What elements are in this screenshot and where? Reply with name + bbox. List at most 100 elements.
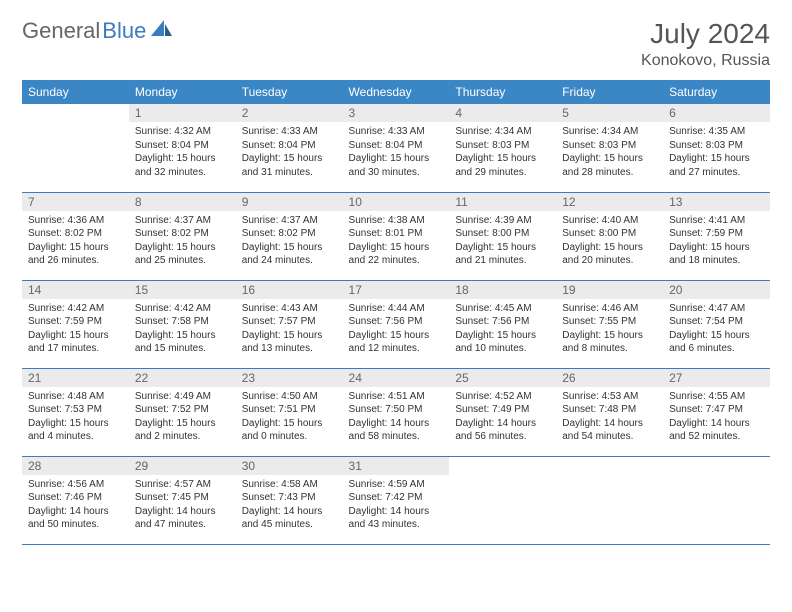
weekday-header: Tuesday — [236, 80, 343, 104]
calendar-cell: 19Sunrise: 4:46 AMSunset: 7:55 PMDayligh… — [556, 280, 663, 368]
calendar-cell: 6Sunrise: 4:35 AMSunset: 8:03 PMDaylight… — [663, 104, 770, 192]
calendar-cell: 31Sunrise: 4:59 AMSunset: 7:42 PMDayligh… — [343, 456, 450, 544]
day-detail-line: Sunrise: 4:37 AM — [135, 214, 230, 228]
day-detail-line: Daylight: 15 hours — [349, 152, 444, 166]
weekday-header: Thursday — [449, 80, 556, 104]
day-detail-line: Daylight: 15 hours — [669, 241, 764, 255]
calendar-row: 14Sunrise: 4:42 AMSunset: 7:59 PMDayligh… — [22, 280, 770, 368]
weekday-header: Saturday — [663, 80, 770, 104]
calendar-row: 21Sunrise: 4:48 AMSunset: 7:53 PMDayligh… — [22, 368, 770, 456]
day-detail-line: and 18 minutes. — [669, 254, 764, 268]
day-detail-line: and 28 minutes. — [562, 166, 657, 180]
logo: GeneralBlue — [22, 18, 173, 44]
calendar-row: 1Sunrise: 4:32 AMSunset: 8:04 PMDaylight… — [22, 104, 770, 192]
day-detail-line: and 50 minutes. — [28, 518, 123, 532]
day-detail-line: Daylight: 14 hours — [349, 417, 444, 431]
weekday-header: Monday — [129, 80, 236, 104]
day-details: Sunrise: 4:45 AMSunset: 7:56 PMDaylight:… — [449, 299, 556, 360]
day-detail-line: Sunrise: 4:37 AM — [242, 214, 337, 228]
calendar-cell: 4Sunrise: 4:34 AMSunset: 8:03 PMDaylight… — [449, 104, 556, 192]
day-detail-line: and 4 minutes. — [28, 430, 123, 444]
weekday-header: Sunday — [22, 80, 129, 104]
day-detail-line: Daylight: 15 hours — [562, 152, 657, 166]
day-details: Sunrise: 4:37 AMSunset: 8:02 PMDaylight:… — [236, 211, 343, 272]
day-details: Sunrise: 4:49 AMSunset: 7:52 PMDaylight:… — [129, 387, 236, 448]
day-detail-line: Sunset: 7:56 PM — [349, 315, 444, 329]
day-detail-line: Daylight: 15 hours — [669, 152, 764, 166]
day-details: Sunrise: 4:34 AMSunset: 8:03 PMDaylight:… — [449, 122, 556, 183]
day-detail-line: Sunset: 8:01 PM — [349, 227, 444, 241]
day-number: 7 — [22, 193, 129, 211]
day-number: 21 — [22, 369, 129, 387]
day-detail-line: Sunrise: 4:34 AM — [562, 125, 657, 139]
day-details: Sunrise: 4:56 AMSunset: 7:46 PMDaylight:… — [22, 475, 129, 536]
day-details: Sunrise: 4:57 AMSunset: 7:45 PMDaylight:… — [129, 475, 236, 536]
day-detail-line: Daylight: 15 hours — [455, 152, 550, 166]
day-detail-line: Daylight: 14 hours — [455, 417, 550, 431]
day-detail-line: Daylight: 15 hours — [242, 152, 337, 166]
day-number: 25 — [449, 369, 556, 387]
day-detail-line: Sunset: 7:45 PM — [135, 491, 230, 505]
weekday-header-row: Sunday Monday Tuesday Wednesday Thursday… — [22, 80, 770, 104]
day-detail-line: Daylight: 15 hours — [349, 241, 444, 255]
day-detail-line: and 27 minutes. — [669, 166, 764, 180]
day-detail-line: Daylight: 15 hours — [455, 241, 550, 255]
logo-text-gray: General — [22, 18, 100, 44]
day-detail-line: Sunrise: 4:43 AM — [242, 302, 337, 316]
weekday-header: Wednesday — [343, 80, 450, 104]
day-detail-line: and 2 minutes. — [135, 430, 230, 444]
day-detail-line: Sunrise: 4:52 AM — [455, 390, 550, 404]
day-detail-line: Sunset: 7:59 PM — [28, 315, 123, 329]
day-detail-line: and 56 minutes. — [455, 430, 550, 444]
day-detail-line: and 8 minutes. — [562, 342, 657, 356]
day-detail-line: and 20 minutes. — [562, 254, 657, 268]
day-detail-line: and 17 minutes. — [28, 342, 123, 356]
day-detail-line: Sunrise: 4:38 AM — [349, 214, 444, 228]
day-detail-line: Sunrise: 4:36 AM — [28, 214, 123, 228]
day-detail-line: Sunrise: 4:35 AM — [669, 125, 764, 139]
calendar-cell: 21Sunrise: 4:48 AMSunset: 7:53 PMDayligh… — [22, 368, 129, 456]
calendar-cell: 15Sunrise: 4:42 AMSunset: 7:58 PMDayligh… — [129, 280, 236, 368]
day-details: Sunrise: 4:33 AMSunset: 8:04 PMDaylight:… — [343, 122, 450, 183]
day-detail-line: Sunrise: 4:58 AM — [242, 478, 337, 492]
day-detail-line: Sunrise: 4:47 AM — [669, 302, 764, 316]
day-number: 13 — [663, 193, 770, 211]
calendar-cell: 25Sunrise: 4:52 AMSunset: 7:49 PMDayligh… — [449, 368, 556, 456]
day-detail-line: and 13 minutes. — [242, 342, 337, 356]
day-detail-line: and 12 minutes. — [349, 342, 444, 356]
day-detail-line: Sunset: 7:59 PM — [669, 227, 764, 241]
calendar-cell: 3Sunrise: 4:33 AMSunset: 8:04 PMDaylight… — [343, 104, 450, 192]
day-detail-line: Daylight: 15 hours — [28, 329, 123, 343]
day-detail-line: Sunrise: 4:42 AM — [135, 302, 230, 316]
day-detail-line: Sunset: 7:55 PM — [562, 315, 657, 329]
day-number — [22, 104, 129, 108]
day-detail-line: Sunset: 7:46 PM — [28, 491, 123, 505]
title-block: July 2024 Konokovo, Russia — [641, 18, 770, 70]
day-detail-line: Daylight: 15 hours — [349, 329, 444, 343]
day-detail-line: Daylight: 15 hours — [242, 329, 337, 343]
day-detail-line: Sunset: 8:04 PM — [135, 139, 230, 153]
day-detail-line: Sunset: 7:54 PM — [669, 315, 764, 329]
day-details: Sunrise: 4:33 AMSunset: 8:04 PMDaylight:… — [236, 122, 343, 183]
calendar-row: 7Sunrise: 4:36 AMSunset: 8:02 PMDaylight… — [22, 192, 770, 280]
day-detail-line: Sunset: 8:03 PM — [562, 139, 657, 153]
day-detail-line: Sunrise: 4:51 AM — [349, 390, 444, 404]
day-detail-line: and 15 minutes. — [135, 342, 230, 356]
day-number: 30 — [236, 457, 343, 475]
day-detail-line: Sunrise: 4:39 AM — [455, 214, 550, 228]
day-details: Sunrise: 4:51 AMSunset: 7:50 PMDaylight:… — [343, 387, 450, 448]
day-detail-line: Sunrise: 4:34 AM — [455, 125, 550, 139]
calendar-cell: 17Sunrise: 4:44 AMSunset: 7:56 PMDayligh… — [343, 280, 450, 368]
day-detail-line: Sunset: 8:03 PM — [455, 139, 550, 153]
day-details: Sunrise: 4:43 AMSunset: 7:57 PMDaylight:… — [236, 299, 343, 360]
day-detail-line: Sunrise: 4:48 AM — [28, 390, 123, 404]
day-number: 19 — [556, 281, 663, 299]
day-details: Sunrise: 4:42 AMSunset: 7:58 PMDaylight:… — [129, 299, 236, 360]
day-detail-line: Sunrise: 4:33 AM — [349, 125, 444, 139]
day-detail-line: Daylight: 15 hours — [562, 241, 657, 255]
day-detail-line: Daylight: 14 hours — [669, 417, 764, 431]
calendar-cell: 30Sunrise: 4:58 AMSunset: 7:43 PMDayligh… — [236, 456, 343, 544]
day-detail-line: Sunrise: 4:50 AM — [242, 390, 337, 404]
calendar-cell: 23Sunrise: 4:50 AMSunset: 7:51 PMDayligh… — [236, 368, 343, 456]
day-details: Sunrise: 4:59 AMSunset: 7:42 PMDaylight:… — [343, 475, 450, 536]
